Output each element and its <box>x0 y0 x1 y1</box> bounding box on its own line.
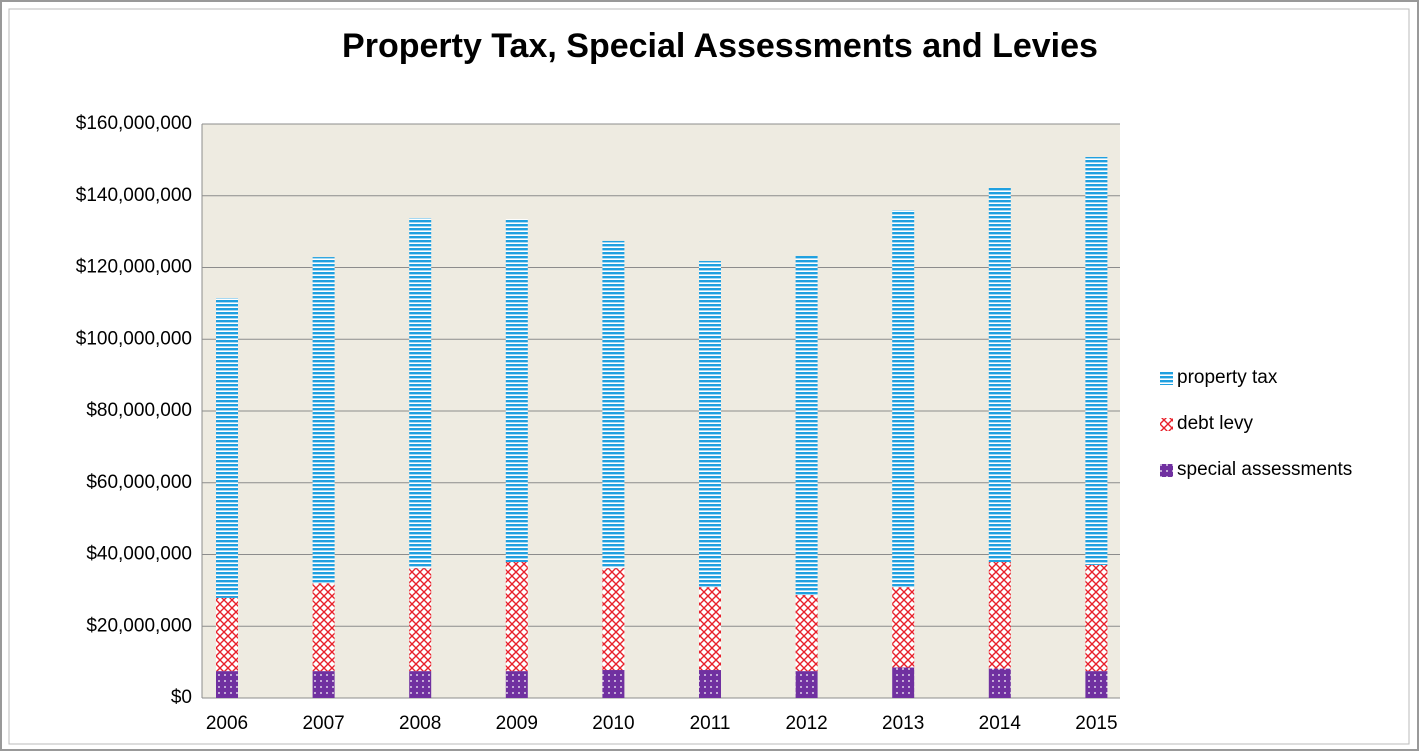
bar-segment <box>892 210 915 588</box>
bar-segment <box>216 597 238 672</box>
x-tick-label: 2011 <box>690 713 731 734</box>
legend-label: property tax <box>1177 367 1278 388</box>
bar-segment <box>892 667 915 698</box>
bar-segment <box>409 671 432 698</box>
bar-segment <box>699 261 721 588</box>
bar-segment <box>699 670 721 698</box>
bar-segment <box>1085 157 1108 565</box>
legend-swatch <box>1160 464 1173 477</box>
chart-title: Property Tax, Special Assessments and Le… <box>342 27 1098 65</box>
bar-segment <box>505 219 528 563</box>
bar-segment <box>216 671 238 698</box>
bar-segment <box>312 583 335 672</box>
x-tick-label: 2015 <box>1075 713 1117 734</box>
x-tick-label: 2012 <box>785 713 827 734</box>
bar-segment <box>892 587 915 668</box>
x-tick-label: 2007 <box>302 713 344 734</box>
x-tick-label: 2009 <box>496 713 538 734</box>
bar-segment <box>699 587 721 671</box>
bar-segment <box>602 240 625 569</box>
legend-label: special assessments <box>1177 459 1352 480</box>
y-tick-label: $60,000,000 <box>86 472 192 493</box>
bar-segment <box>1085 671 1108 698</box>
bar-segment <box>988 187 1011 563</box>
y-tick-label: $80,000,000 <box>86 400 192 421</box>
legend-swatch <box>1160 418 1173 431</box>
y-tick-label: $100,000,000 <box>76 328 192 349</box>
bar-segment <box>312 671 335 698</box>
bar-segment <box>1085 564 1108 672</box>
x-tick-label: 2006 <box>206 713 248 734</box>
y-tick-label: $140,000,000 <box>76 185 192 206</box>
bar-segment <box>312 257 335 584</box>
bar-segment <box>988 562 1011 669</box>
y-tick-label: $0 <box>171 687 192 708</box>
bar-segment <box>795 671 818 698</box>
bar-segment <box>795 595 818 672</box>
bar-segment <box>602 670 625 698</box>
bar-segment <box>988 668 1011 698</box>
x-tick-label: 2010 <box>592 713 634 734</box>
x-tick-label: 2014 <box>979 713 1022 734</box>
bar-segment <box>602 568 625 671</box>
x-tick-label: 2008 <box>399 713 441 734</box>
bar-segment <box>505 562 528 672</box>
y-tick-label: $120,000,000 <box>76 257 192 278</box>
y-tick-label: $40,000,000 <box>86 544 192 565</box>
bar-segment <box>505 671 528 698</box>
bar-segment <box>409 217 432 569</box>
x-tick-label: 2013 <box>882 713 924 734</box>
legend-swatch <box>1160 372 1173 385</box>
bar-segment <box>216 297 238 598</box>
bar-segment <box>409 568 432 672</box>
y-tick-label: $20,000,000 <box>86 615 192 636</box>
y-tick-label: $160,000,000 <box>76 113 192 134</box>
legend-label: debt levy <box>1177 413 1254 434</box>
bar-segment <box>795 256 818 596</box>
